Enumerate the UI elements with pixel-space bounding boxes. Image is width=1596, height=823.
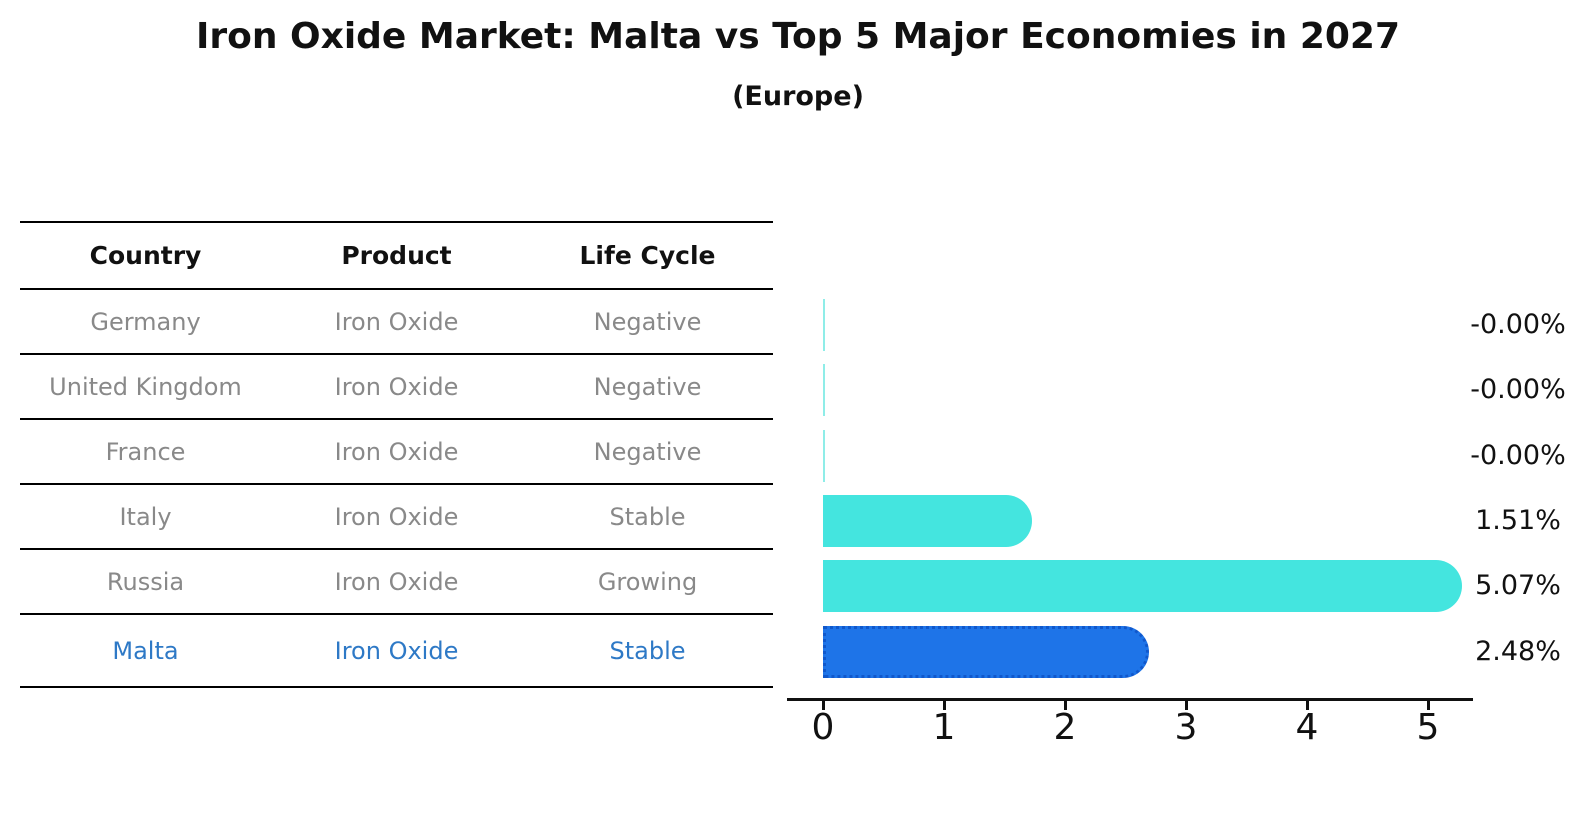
value-label-united-kingdom: -0.00% — [1470, 374, 1566, 406]
cell-russia-product: Iron Oxide — [334, 567, 459, 596]
bar-italy — [823, 494, 1032, 547]
x-tick-label-0: 0 — [811, 707, 835, 748]
cell-germany-life-cycle: Negative — [593, 307, 702, 336]
cell-italy-product: Iron Oxide — [334, 502, 459, 531]
table-row-united-kingdom: United Kingdom Iron Oxide Negative — [20, 355, 773, 420]
table-row-italy: Italy Iron Oxide Stable — [20, 485, 773, 550]
cell-united-kingdom-product: Iron Oxide — [334, 372, 459, 401]
column-header-country: Country — [89, 241, 202, 270]
cell-italy-country: Italy — [119, 502, 172, 531]
comparison-table: Country Product Life Cycle Germany Iron Oxid… — [20, 221, 773, 688]
cell-malta-product: Iron Oxide — [334, 636, 459, 665]
x-tick-mark-3 — [1185, 701, 1188, 710]
value-label-malta: 2.48% — [1475, 635, 1561, 667]
bar-germany — [823, 299, 825, 351]
x-tick-mark-5 — [1427, 701, 1430, 710]
column-header-product: Product — [341, 241, 452, 270]
bar-russia — [823, 560, 1463, 613]
x-tick-label-1: 1 — [932, 707, 956, 748]
x-tick-label-4: 4 — [1295, 707, 1319, 748]
value-label-germany: -0.00% — [1470, 309, 1566, 340]
table-row-germany: Germany Iron Oxide Negative — [20, 290, 773, 355]
cell-germany-product: Iron Oxide — [334, 307, 459, 336]
cell-france-product: Iron Oxide — [334, 437, 459, 466]
column-header-life-cycle: Life Cycle — [579, 241, 716, 270]
bar-united-kingdom — [823, 364, 825, 417]
x-tick-label-3: 3 — [1174, 707, 1198, 748]
cell-russia-country: Russia — [106, 567, 185, 596]
cell-italy-life-cycle: Stable — [609, 502, 686, 531]
cell-malta-life-cycle: Stable — [609, 636, 686, 665]
cell-france-life-cycle: Negative — [593, 437, 702, 466]
chart-subtitle: (Europe) — [732, 81, 864, 112]
x-tick-mark-1 — [943, 701, 946, 710]
chart-title: Iron Oxide Market: Malta vs Top 5 Major … — [195, 16, 1401, 57]
cell-france-country: France — [105, 437, 186, 466]
value-label-russia: 5.07% — [1475, 570, 1561, 602]
cell-russia-life-cycle: Growing — [597, 567, 698, 596]
x-axis-line — [787, 698, 1473, 701]
bar-malta — [823, 625, 1150, 678]
value-label-italy: 1.51% — [1475, 504, 1561, 536]
cell-united-kingdom-country: United Kingdom — [49, 372, 242, 401]
value-label-france: -0.00% — [1470, 439, 1566, 471]
x-tick-label-2: 2 — [1053, 707, 1077, 748]
x-tick-mark-0 — [822, 701, 825, 710]
x-tick-mark-2 — [1064, 701, 1067, 710]
x-tick-mark-4 — [1306, 701, 1309, 710]
table-row-russia: Russia Iron Oxide Growing — [20, 550, 773, 615]
cell-germany-country: Germany — [90, 307, 201, 336]
table-row-malta: Malta Iron Oxide Stable — [20, 615, 773, 688]
cell-united-kingdom-life-cycle: Negative — [593, 372, 702, 401]
table-row-france: France Iron Oxide Negative — [20, 420, 773, 485]
table-header-row: Country Product Life Cycle — [20, 223, 773, 290]
cell-malta-country: Malta — [112, 636, 179, 665]
bar-france — [823, 429, 825, 482]
x-tick-label-5: 5 — [1416, 707, 1440, 748]
